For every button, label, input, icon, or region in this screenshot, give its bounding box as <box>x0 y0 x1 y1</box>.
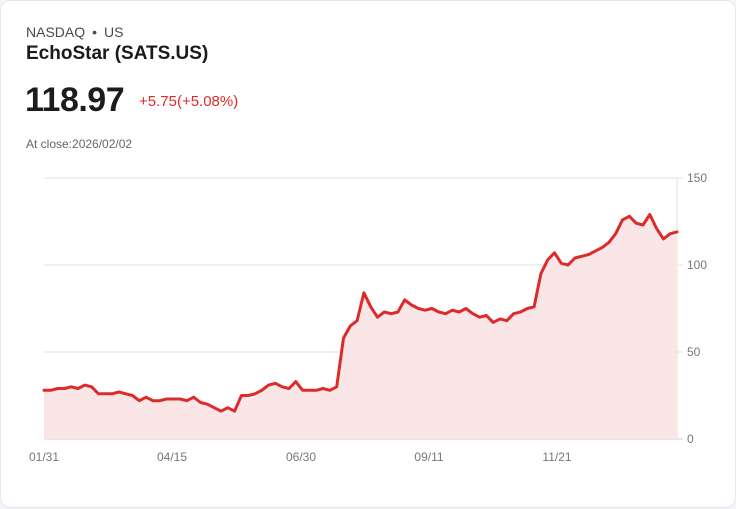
exchange-name: NASDAQ <box>26 24 86 40</box>
price-area-fill <box>44 214 677 439</box>
close-date: At close:2026/02/02 <box>26 137 133 151</box>
x-axis-ticks: 01/31 04/15 06/30 09/11 11/21 <box>29 450 572 464</box>
price-change: +5.75(+5.08%) <box>139 93 239 110</box>
y-tick-label: 0 <box>687 432 694 446</box>
y-tick-label: 100 <box>687 258 707 272</box>
y-tick-label: 150 <box>687 171 707 185</box>
y-axis-ticks: 0 50 100 150 <box>687 171 707 446</box>
x-tick-label: 04/15 <box>157 450 187 464</box>
current-price: 118.97 <box>25 81 125 119</box>
x-tick-label: 09/11 <box>414 450 443 464</box>
separator-dot: • <box>92 24 98 40</box>
stock-title: EchoStar (SATS.US) <box>26 43 209 64</box>
y-tick-label: 50 <box>687 345 701 359</box>
exchange-label: NASDAQ • US <box>26 24 123 40</box>
x-tick-label: 06/30 <box>286 450 316 464</box>
price-line <box>42 213 679 413</box>
x-tick-label: 11/21 <box>542 450 571 464</box>
x-tick-label: 01/31 <box>29 450 59 464</box>
region: US <box>104 24 124 40</box>
